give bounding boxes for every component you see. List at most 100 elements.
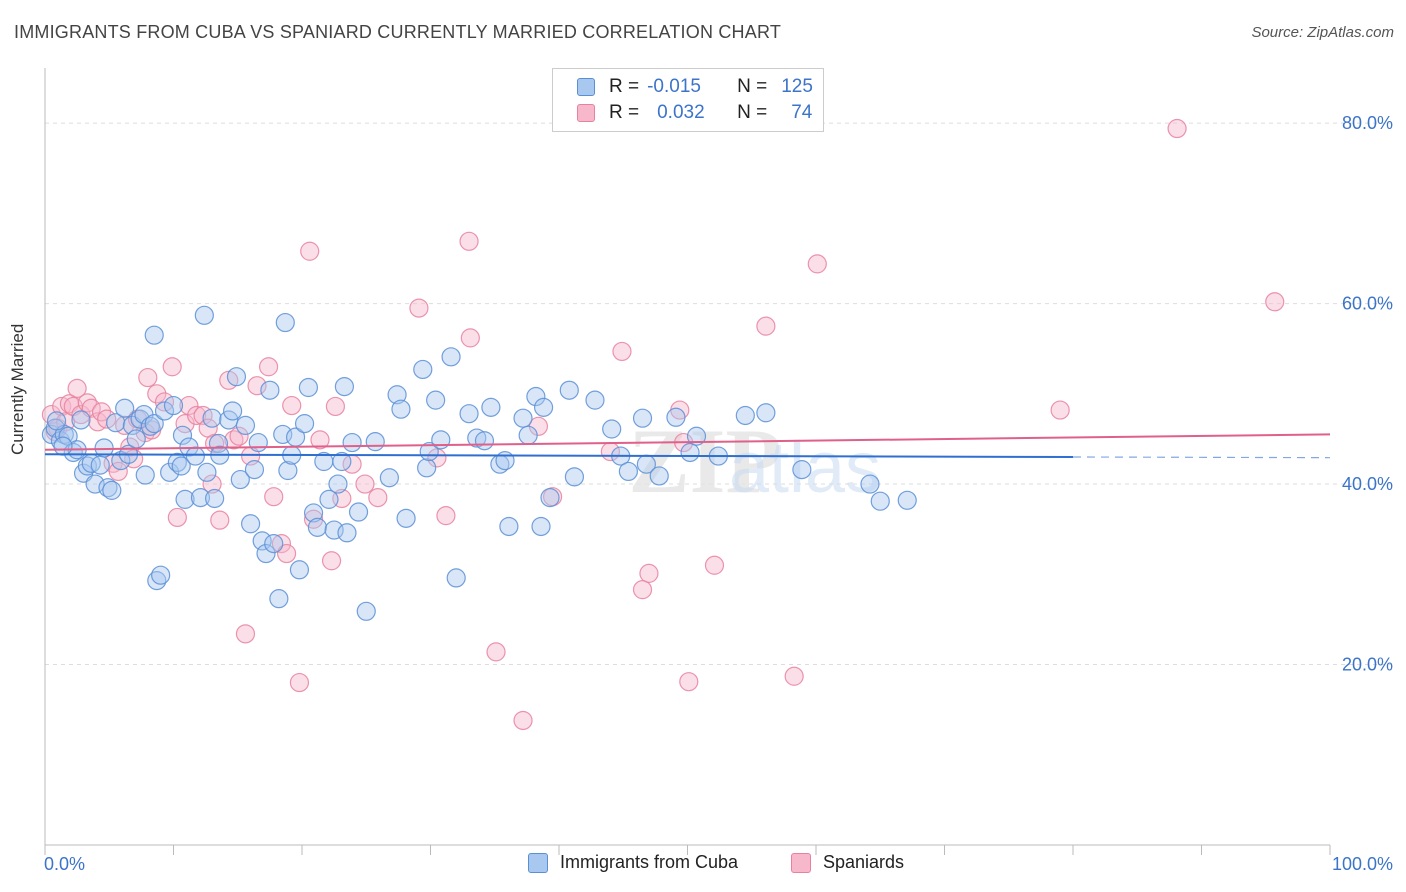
cuba-point <box>190 487 211 508</box>
cuba-point <box>151 565 171 585</box>
cuba-point <box>167 452 187 473</box>
grid-layer <box>45 122 1392 666</box>
spaniards-point <box>325 396 346 417</box>
cuba-point <box>334 377 355 397</box>
spaniards-point <box>784 666 804 686</box>
cuba-point <box>252 531 272 551</box>
cuba-point <box>289 560 310 580</box>
spaniards-point <box>235 624 256 644</box>
cuba-point <box>111 450 131 471</box>
cuba-point <box>585 390 605 410</box>
cuba-point <box>147 571 167 591</box>
cuba-point <box>467 428 487 448</box>
cuba-point <box>226 367 247 387</box>
trend-layer <box>44 433 1331 459</box>
spaniards-point <box>229 426 249 446</box>
cuba-point <box>337 523 357 543</box>
cuba-point <box>379 468 399 488</box>
spaniards-point <box>321 551 342 571</box>
cuba-point <box>474 431 495 451</box>
cuba-point <box>307 517 328 537</box>
legend-n-value: 125 <box>781 76 813 97</box>
cuba-point <box>499 516 519 537</box>
spaniards-point <box>247 376 267 396</box>
cuba-point <box>154 401 175 421</box>
spaniards-point <box>368 487 388 508</box>
spaniards-point <box>224 430 244 450</box>
x-tick-label: 0.0% <box>44 854 85 874</box>
legend-row-cuba: R = -0.015 N = 125 <box>577 74 813 100</box>
spaniards-point <box>436 506 456 526</box>
cuba-point <box>446 568 466 588</box>
y-axis-label: Currently Married <box>8 323 27 455</box>
cuba-point <box>417 458 437 478</box>
cuba-point <box>205 488 225 509</box>
axis-layer <box>44 68 1331 855</box>
cuba-point <box>618 461 638 482</box>
cuba-points <box>41 305 917 621</box>
cuba-point <box>303 503 324 523</box>
y-tick-label: 80.0% <box>1342 113 1393 133</box>
spaniards-point <box>202 474 222 494</box>
legend-n-value: 74 <box>791 102 813 123</box>
cuba-point <box>564 467 585 487</box>
cuba-point <box>328 474 348 494</box>
cuba-legend-swatch <box>528 852 548 873</box>
cuba-point <box>686 426 707 446</box>
spaniards-point <box>77 393 98 413</box>
cuba-point <box>680 442 700 463</box>
cuba-point <box>426 390 446 410</box>
spaniards-point <box>807 254 827 274</box>
cuba-point <box>71 410 91 430</box>
cuba-point <box>163 395 184 416</box>
legend-r-label: R = <box>609 76 640 97</box>
cuba-point <box>391 399 411 419</box>
cuba-point <box>533 397 554 417</box>
cuba-point <box>459 404 479 424</box>
cuba-point <box>870 491 890 511</box>
cuba-point <box>171 456 191 476</box>
cuba-point <box>135 465 155 485</box>
spaniards-point <box>679 672 699 692</box>
cuba-point <box>278 460 298 481</box>
spain-legend-swatch <box>791 852 811 873</box>
cuba-point <box>85 474 105 494</box>
cuba-point <box>897 490 917 510</box>
cuba-point <box>356 601 376 621</box>
cuba-point <box>342 432 362 453</box>
cuba-point <box>348 502 369 522</box>
cuba-trend-extension <box>1072 456 1331 459</box>
cuba-point <box>241 514 261 534</box>
cuba-point <box>735 405 755 426</box>
cuba-point <box>260 380 280 400</box>
cuba-point <box>332 451 352 472</box>
cuba-point <box>46 411 67 431</box>
spaniards-point <box>289 672 310 693</box>
spaniards-point <box>71 404 91 425</box>
cuba-point <box>269 589 289 609</box>
spaniards-point <box>179 395 199 416</box>
legend-item-cuba: Immigrants from Cuba <box>528 852 738 873</box>
cuba-point <box>531 516 551 537</box>
cuba-point <box>481 397 501 417</box>
cuba-point <box>256 543 276 564</box>
spaniards-point <box>264 487 284 507</box>
cuba-point <box>144 325 164 345</box>
cuba-point <box>90 455 110 475</box>
cuba-point <box>185 446 205 466</box>
cuba-point <box>144 414 164 434</box>
spaniards-point <box>187 405 207 426</box>
cuba-point <box>197 462 217 482</box>
spaniards-point <box>704 555 725 575</box>
spaniards-trend-line <box>44 433 1331 451</box>
cuba-point <box>264 534 284 554</box>
legend-row-spain: R = 0.032 N = 74 <box>577 100 812 126</box>
cuba-point <box>649 466 669 486</box>
cuba-point <box>194 305 214 325</box>
cuba-point <box>365 432 385 452</box>
cuba-point <box>518 425 538 445</box>
spaniards-point <box>276 543 297 564</box>
spaniards-point <box>513 710 533 731</box>
spaniards-point <box>639 563 659 583</box>
tick-labels: 20.0% 40.0% 60.0% 80.0% 0.0% 100.0% <box>44 113 1393 874</box>
